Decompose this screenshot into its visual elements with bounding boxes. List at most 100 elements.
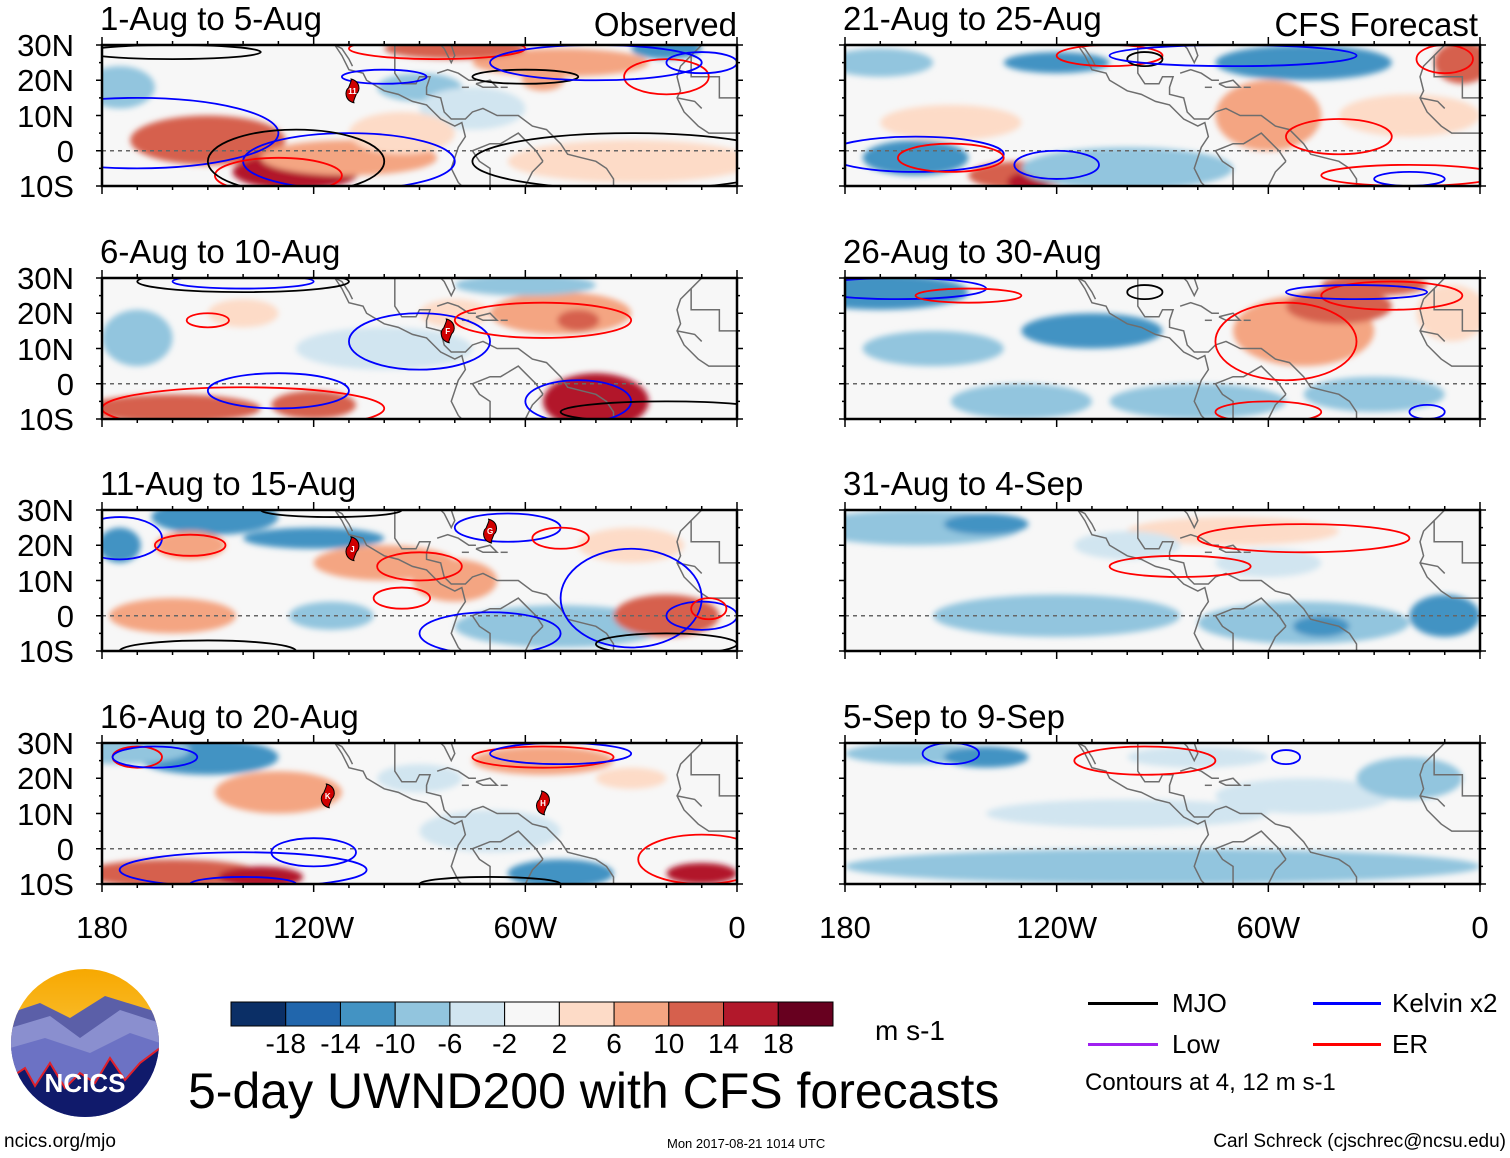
er-contour [453, 301, 633, 339]
er-contour [531, 526, 590, 550]
mjo-contour [206, 128, 386, 186]
mjo-contour [102, 45, 262, 60]
wind-anomaly-region [862, 140, 969, 176]
panel-title: 6-Aug to 10-Aug [100, 233, 341, 270]
tropical-storm-icon: G [483, 518, 498, 544]
wind-anomaly-region [986, 799, 1269, 828]
colorbar-tick-label: 10 [653, 1028, 685, 1059]
wind-anomaly-region [845, 848, 1480, 884]
kelvin-contour [418, 611, 562, 651]
mjo-contour [471, 132, 737, 186]
wind-anomaly-region [412, 559, 498, 602]
coastline [1419, 795, 1446, 807]
coastline [1218, 79, 1242, 89]
coastline [320, 510, 467, 651]
coastline [1433, 288, 1480, 332]
lat-tick-label: 30N [17, 493, 74, 528]
legend-line-low [1088, 1043, 1158, 1046]
map-panel: KH [96, 735, 743, 892]
colorbar-swatch [230, 1001, 287, 1027]
er-contour [372, 586, 431, 610]
colorbar-tick-label: -18 [265, 1028, 306, 1059]
colorbar-swatch [668, 1001, 725, 1027]
coastline [676, 795, 703, 807]
coastline [475, 312, 499, 322]
er-contour [897, 142, 1005, 173]
er-contour [1214, 301, 1358, 382]
wind-anomaly-region [507, 140, 737, 183]
coastline [1267, 160, 1287, 186]
tropical-storm-icon: 11 [345, 78, 360, 104]
coastline [524, 858, 544, 884]
wind-anomaly-region [1215, 548, 1322, 577]
wind-anomaly-region [207, 299, 279, 328]
coastline [690, 753, 737, 797]
coastline [676, 45, 737, 134]
coastline [1267, 858, 1287, 884]
coastline [524, 160, 544, 186]
kelvin-contour [845, 135, 1005, 173]
colorbar-swatch [394, 1001, 451, 1027]
kelvin-contour [348, 312, 491, 371]
kelvin-contour [1013, 149, 1100, 180]
lat-tick-label: 10N [17, 98, 74, 134]
lat-tick-label: 0 [56, 133, 74, 169]
colorbar-tick-label: -10 [374, 1028, 416, 1059]
coastline [1419, 743, 1480, 832]
legend-label-low: Low [1172, 1029, 1220, 1059]
coastline [1419, 97, 1446, 109]
kelvin-contour [665, 600, 737, 631]
coastline [419, 510, 456, 530]
wind-anomaly-region [1003, 52, 1110, 74]
coastline [1162, 510, 1199, 530]
coastline [676, 278, 737, 367]
tropical-storm-icon: J [345, 536, 360, 562]
wind-anomaly-region [102, 309, 173, 367]
coastline [1218, 777, 1242, 787]
er-contour [185, 312, 230, 329]
er-contour [1320, 280, 1464, 311]
coastline [1419, 278, 1480, 367]
colorbar-swatch [613, 1001, 670, 1027]
wind-anomaly-region [490, 292, 632, 335]
kelvin-contour [665, 51, 737, 75]
coastline [471, 365, 544, 419]
kelvin-contour [102, 96, 280, 170]
wind-anomaly-region [1409, 594, 1480, 637]
coastline [1137, 278, 1358, 419]
colorbar-tick-label: -6 [437, 1028, 463, 1059]
coastline [690, 520, 737, 564]
colorbar-swatch [558, 1001, 615, 1027]
wind-anomaly-region [595, 767, 667, 789]
coastline [1267, 625, 1287, 651]
storm-label: H [540, 799, 546, 808]
mjo-contour [1126, 284, 1164, 301]
map-panel: 11 [96, 37, 743, 194]
wind-anomaly-region [151, 510, 279, 535]
wind-anomaly-region [419, 299, 491, 328]
map-panel [839, 735, 1486, 892]
coastline [524, 625, 544, 651]
er-contour [914, 287, 1023, 304]
er-contour [1415, 45, 1474, 75]
map-panel [839, 270, 1486, 427]
storm-label: G [487, 527, 493, 536]
lat-tick-label: 0 [56, 831, 74, 867]
coastline [1077, 278, 1097, 300]
colorbar-tick-label: 18 [762, 1028, 794, 1059]
wind-anomaly-region [102, 66, 155, 109]
kelvin-contour [118, 851, 368, 884]
coastline [1137, 45, 1358, 186]
coastline [1419, 45, 1480, 134]
wind-anomaly-region [1356, 757, 1463, 800]
kelvin-contour [171, 278, 315, 290]
coastline [1433, 55, 1480, 99]
legend-line-er [1313, 1043, 1381, 1046]
coastline [524, 393, 544, 419]
wind-anomaly-region [631, 45, 702, 60]
coastline [436, 533, 476, 546]
colorbar-swatch [449, 1001, 506, 1027]
colorbar-tick-label: 14 [707, 1028, 740, 1059]
coastline [1162, 743, 1199, 763]
coastline [1063, 510, 1210, 651]
